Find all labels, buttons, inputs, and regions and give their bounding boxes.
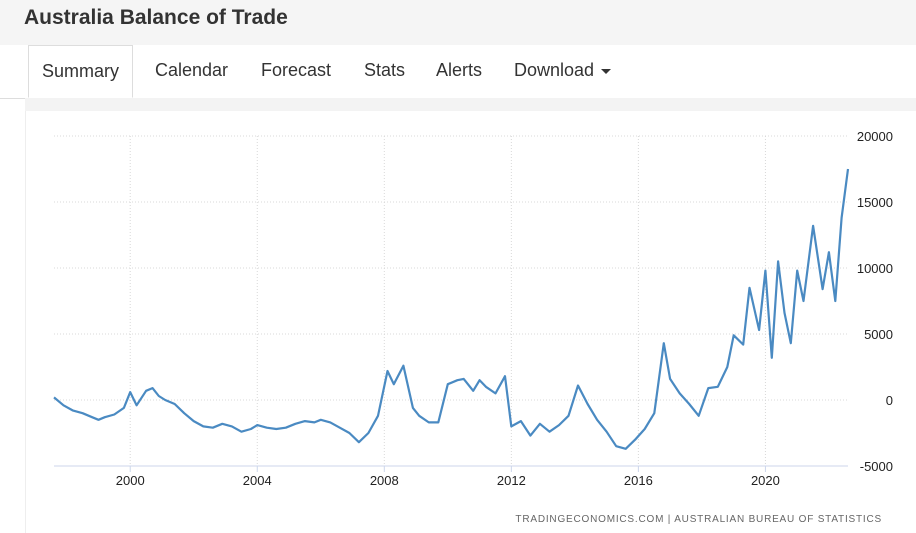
chart-panel	[25, 98, 916, 533]
x-axis: 2000 2004 2008 2012 2016 2020	[54, 465, 848, 488]
tab-download-label: Download	[514, 60, 595, 80]
y-axis: 20000 15000 10000 5000 0 -5000	[857, 129, 893, 474]
page-title: Australia Balance of Trade	[24, 6, 288, 29]
tab-stats[interactable]: Stats	[364, 60, 406, 80]
caret-down-icon	[601, 68, 612, 74]
tab-summary[interactable]: Summary	[28, 45, 134, 98]
x-tick-label: 2016	[624, 473, 653, 488]
tab-forecast[interactable]: Forecast	[261, 60, 332, 80]
chart-panel-header	[25, 98, 916, 111]
series-line	[53, 168, 850, 450]
tab-download[interactable]: Download	[514, 45, 612, 98]
y-tick-label: -5000	[860, 459, 893, 474]
y-tick-label: 15000	[857, 195, 893, 210]
x-tick-label: 2012	[497, 473, 526, 488]
y-tick-label: 10000	[857, 261, 893, 276]
x-tick-label: 2000	[116, 473, 145, 488]
x-tick-label: 2008	[370, 473, 399, 488]
y-tick-label: 20000	[857, 129, 893, 144]
source-note: TRADINGECONOMICS.COM | AUSTRALIAN BUREAU…	[515, 514, 882, 525]
tab-bar: Summary Calendar Forecast Stats Alerts D…	[0, 45, 916, 99]
title-bar: Australia Balance of Trade	[0, 0, 916, 46]
x-tick-label: 2004	[243, 473, 272, 488]
tab-calendar[interactable]: Calendar	[155, 60, 229, 80]
x-tick-label: 2020	[751, 473, 780, 488]
y-tick-label: 5000	[864, 327, 893, 342]
chart-grid	[54, 135, 848, 467]
y-tick-label: 0	[886, 393, 893, 408]
tab-alerts[interactable]: Alerts	[436, 60, 483, 80]
